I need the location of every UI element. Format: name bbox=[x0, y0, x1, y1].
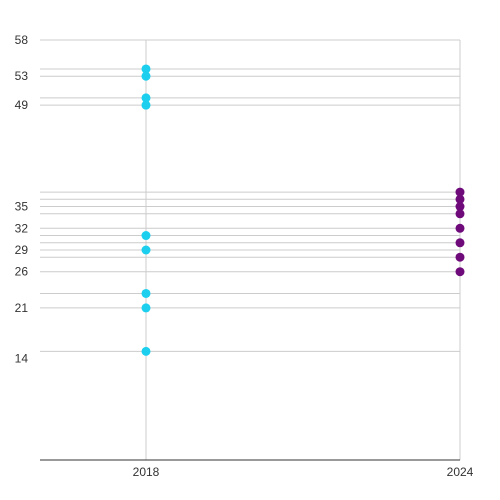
x-tick-label: 2024 bbox=[447, 465, 474, 479]
data-point bbox=[141, 64, 151, 74]
data-point bbox=[141, 231, 151, 241]
data-point bbox=[141, 245, 151, 255]
data-point bbox=[455, 238, 465, 248]
y-tick-label: 58 bbox=[15, 33, 29, 47]
x-tick-label: 2018 bbox=[133, 465, 160, 479]
data-point bbox=[141, 346, 151, 356]
data-point bbox=[455, 252, 465, 262]
data-point bbox=[141, 100, 151, 110]
x-axis-tick-labels: 2018 2024 bbox=[133, 465, 474, 479]
y-tick-label: 26 bbox=[15, 265, 29, 279]
data-point bbox=[141, 93, 151, 103]
data-point bbox=[455, 209, 465, 219]
horizontal-gridlines bbox=[40, 39, 460, 352]
y-tick-label: 14 bbox=[15, 352, 29, 366]
data-point bbox=[141, 288, 151, 298]
y-tick-label: 32 bbox=[15, 221, 29, 235]
y-tick-label: 49 bbox=[15, 98, 29, 112]
data-points bbox=[141, 64, 465, 356]
y-tick-label: 29 bbox=[15, 243, 29, 257]
data-point bbox=[455, 202, 465, 212]
data-point bbox=[455, 187, 465, 197]
y-axis-tick-labels: 14 21 26 29 32 35 49 53 58 bbox=[15, 33, 29, 366]
data-point bbox=[455, 267, 465, 277]
data-point bbox=[141, 303, 151, 313]
data-point bbox=[141, 71, 151, 81]
y-tick-label: 21 bbox=[15, 301, 29, 315]
y-tick-label: 35 bbox=[15, 200, 29, 214]
data-point bbox=[455, 223, 465, 233]
y-tick-label: 53 bbox=[15, 69, 29, 83]
data-point bbox=[455, 194, 465, 204]
